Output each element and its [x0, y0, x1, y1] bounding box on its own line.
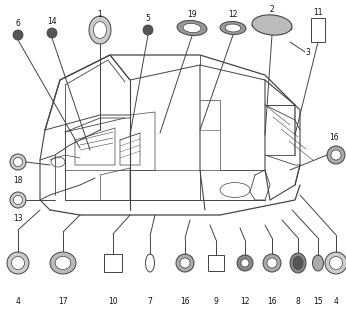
Text: 12: 12 [240, 298, 250, 307]
Bar [104, 254, 122, 272]
Circle shape [331, 150, 341, 160]
Ellipse shape [55, 256, 71, 269]
Ellipse shape [89, 16, 111, 44]
Circle shape [263, 254, 281, 272]
Ellipse shape [293, 257, 303, 269]
Circle shape [329, 257, 343, 269]
Circle shape [10, 192, 26, 208]
Circle shape [11, 257, 25, 269]
Ellipse shape [50, 252, 76, 274]
Text: 16: 16 [180, 298, 190, 307]
Text: 16: 16 [329, 132, 339, 141]
Ellipse shape [252, 15, 292, 35]
Ellipse shape [183, 23, 201, 33]
Text: 18: 18 [13, 175, 23, 185]
Bar [311, 18, 325, 42]
Text: 13: 13 [13, 213, 23, 222]
Ellipse shape [252, 23, 292, 31]
Circle shape [327, 146, 345, 164]
Text: 1: 1 [98, 10, 102, 19]
Ellipse shape [220, 21, 246, 35]
Circle shape [237, 255, 253, 271]
Text: 15: 15 [313, 298, 323, 307]
Ellipse shape [93, 22, 107, 38]
Text: 12: 12 [228, 10, 238, 19]
Circle shape [143, 25, 153, 35]
Circle shape [176, 254, 194, 272]
Text: 2: 2 [270, 4, 274, 13]
Text: 4: 4 [334, 298, 338, 307]
Text: 17: 17 [58, 298, 68, 307]
Circle shape [10, 154, 26, 170]
Text: 16: 16 [267, 298, 277, 307]
Circle shape [325, 252, 346, 274]
Text: 9: 9 [213, 298, 218, 307]
Circle shape [267, 258, 277, 268]
Text: 8: 8 [295, 298, 300, 307]
Bar [208, 255, 224, 271]
Circle shape [180, 258, 190, 268]
Text: 4: 4 [16, 298, 20, 307]
Text: 10: 10 [108, 298, 118, 307]
Circle shape [13, 30, 23, 40]
Circle shape [7, 252, 29, 274]
Text: 7: 7 [147, 298, 153, 307]
Text: 11: 11 [313, 7, 323, 17]
Ellipse shape [290, 253, 306, 273]
Circle shape [13, 157, 22, 166]
Ellipse shape [225, 24, 241, 32]
Circle shape [47, 28, 57, 38]
Circle shape [241, 259, 249, 267]
Ellipse shape [177, 20, 207, 36]
Circle shape [13, 196, 22, 204]
Text: 3: 3 [306, 47, 310, 57]
Text: 14: 14 [47, 17, 57, 26]
Text: 19: 19 [187, 10, 197, 19]
Text: 5: 5 [146, 13, 151, 22]
Ellipse shape [146, 254, 155, 272]
Text: 6: 6 [16, 19, 20, 28]
Ellipse shape [312, 255, 324, 271]
